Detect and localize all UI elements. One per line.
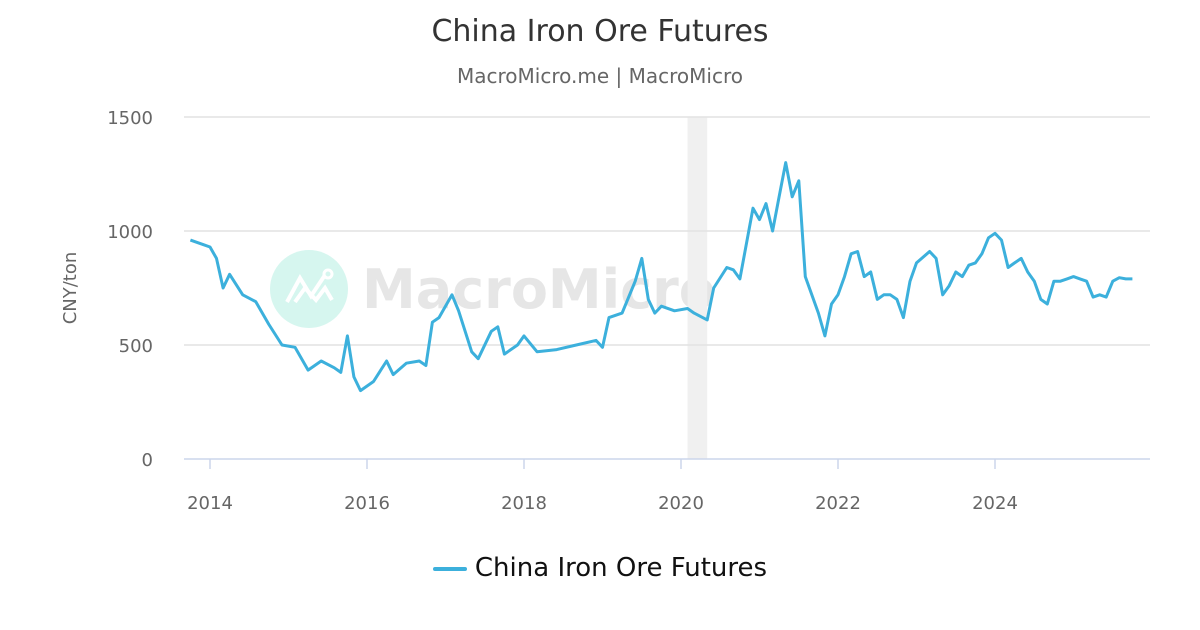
y-tick-label: 1000 bbox=[107, 222, 153, 243]
x-tick-label: 2016 bbox=[344, 493, 390, 514]
legend[interactable]: China Iron Ore Futures bbox=[0, 553, 1200, 583]
y-tick-label: 0 bbox=[142, 450, 153, 471]
y-axis-label: CNY/ton bbox=[60, 252, 81, 325]
watermark-text: MacroMicro bbox=[362, 258, 716, 321]
watermark: MacroMicro bbox=[270, 250, 716, 328]
y-tick-label: 500 bbox=[119, 336, 153, 357]
chart-title: China Iron Ore Futures bbox=[431, 14, 769, 49]
shaded-period bbox=[687, 117, 708, 459]
x-tick-label: 2020 bbox=[658, 493, 704, 514]
x-tick-label: 2018 bbox=[501, 493, 547, 514]
x-tick-label: 2014 bbox=[187, 493, 233, 514]
x-tick-label: 2024 bbox=[972, 493, 1018, 514]
y-tick-label: 1500 bbox=[107, 108, 153, 129]
watermark-logo-line2 bbox=[293, 284, 334, 304]
watermark-logo-dot bbox=[322, 268, 334, 280]
legend-label: China Iron Ore Futures bbox=[474, 553, 768, 583]
chart-subtitle: MacroMicro.me | MacroMicro bbox=[457, 64, 743, 88]
x-tick-label: 2022 bbox=[815, 493, 861, 514]
legend-swatch bbox=[432, 566, 467, 571]
